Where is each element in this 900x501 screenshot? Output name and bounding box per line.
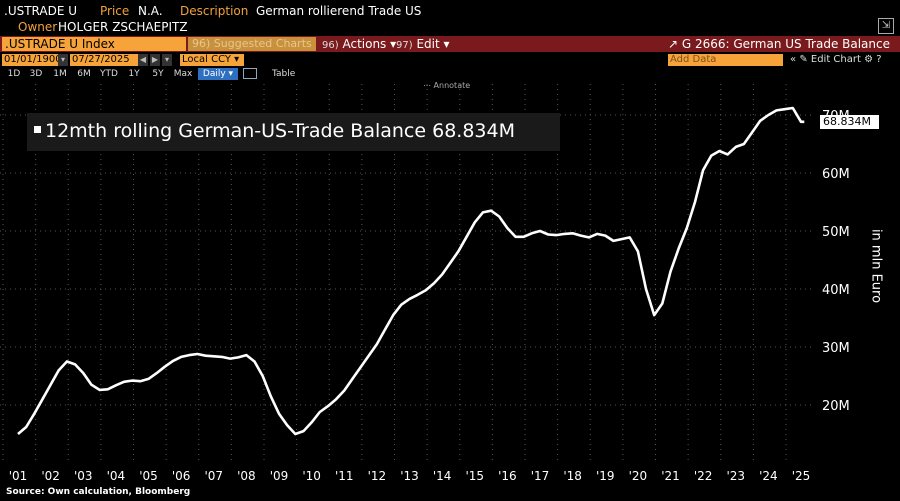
x-tick-label: '09 [270,469,289,483]
period-1m-button[interactable]: 1M [53,69,67,79]
chevron-down-icon: ▾ [390,37,397,51]
period-1d-button[interactable]: 1D [7,69,21,79]
chart-name-label: G 2666: German US Trade Balance [681,37,890,51]
x-tick-label: '11 [335,469,354,483]
y-axis-title: in mln Euro [868,228,884,304]
x-tick-label: '24 [759,469,778,483]
pencil-icon[interactable]: ✎ [799,54,808,65]
description-value: German rollierend Trade US [256,4,422,18]
x-axis: '01 '02 '03 '04 '05 '06 '07 '08 '09 '10 '11 '12 '13 '… [9,469,811,483]
x-tick-label: '02 [41,469,60,483]
chart-tools: « ✎ Edit Chart ⚙ ? [790,53,882,67]
next-button[interactable]: ▶ [150,54,160,66]
collapse-icon[interactable]: « [790,54,797,65]
y-tick-label: 20M [822,399,850,414]
description-label: Description [180,4,249,18]
prev-button[interactable]: ◀ [138,54,148,66]
owner-value: HOLGER ZSCHAEPITZ [58,20,188,34]
x-tick-label: '20 [629,469,648,483]
security-input[interactable]: .USTRADE U Index [2,37,186,51]
currency-select[interactable]: Local CCY ▾ [180,54,244,66]
price-label: Price [100,4,130,18]
table-button[interactable]: Table [272,69,296,79]
frequency-value: Daily [202,69,226,79]
actions-number: 96) [322,40,339,51]
x-tick-label: '18 [563,469,582,483]
x-tick-label: '13 [400,469,419,483]
x-tick-label: '08 [237,469,256,483]
x-tick-label: '19 [596,469,615,483]
add-data-input[interactable]: Add Data [668,54,783,66]
chart-name: ↗ G 2666: German US Trade Balance [668,36,890,52]
start-date-input[interactable]: 01/01/1900 [2,54,62,66]
date-range-bar: 01/01/1900 ▾ 07/27/2025 ◀ ▶ ▾ Local CCY … [0,53,900,67]
source-footer: Source: Own calculation, Bloomberg [6,487,191,497]
y-tick-label: 30M [822,341,850,356]
period-3d-button[interactable]: 3D [29,69,43,79]
last-value-label: 68.834M [820,115,879,129]
toolbar: .USTRADE U Index 96) Suggested Charts ▾ … [0,36,900,64]
legend-text: 12mth rolling German-US-Trade Balance 68… [45,117,515,145]
suggested-charts-number: 96) [192,37,211,50]
popout-icon[interactable]: ⇲ [878,18,894,34]
x-tick-label: '07 [204,469,223,483]
gear-icon[interactable]: ⚙ [864,54,874,65]
x-tick-label: '03 [74,469,93,483]
chevron-down-icon: ▾ [443,37,450,51]
y-tick-label: 60M [822,167,850,182]
x-tick-label: '05 [139,469,158,483]
line-chart-icon[interactable] [243,68,257,79]
start-date-dropdown[interactable]: ▾ [58,54,68,66]
price-value: N.A. [138,4,163,18]
security-header: .USTRADE U Price N.A. Description German… [0,0,900,36]
calendar-dropdown[interactable]: ▾ [162,54,172,66]
chart-legend: 12mth rolling German-US-Trade Balance 68… [27,113,560,151]
x-tick-label: '04 [107,469,126,483]
legend-value: 68.834M [432,120,515,142]
more-icon: ⋯ [423,81,431,90]
period-6m-button[interactable]: 6M [77,69,91,79]
period-ytd-button[interactable]: YTD [100,69,118,79]
x-tick-label: '16 [498,469,517,483]
legend-label: 12mth rolling German-US-Trade Balance [45,120,427,142]
x-tick-label: '22 [694,469,713,483]
x-tick-label: '12 [368,469,387,483]
external-link-icon[interactable]: ↗ [667,37,679,51]
x-tick-label: '14 [433,469,452,483]
edit-number: 97) [396,40,413,51]
y-axis: 20M30M40M50M60M70M [822,109,850,414]
x-tick-label: '17 [531,469,550,483]
x-tick-label: '01 [9,469,28,483]
period-bar: 1D 3D 1M 6M YTD 1Y 5Y Max Daily ▾ Table [0,67,900,80]
x-tick-label: '06 [172,469,191,483]
actions-label: Actions [342,37,387,51]
ticker-label: .USTRADE U [4,4,78,18]
x-tick-label: '10 [302,469,321,483]
frequency-select[interactable]: Daily ▾ [198,68,238,80]
y-tick-label: 50M [822,225,850,240]
legend-marker [34,126,41,133]
y-tick-label: 40M [822,283,850,298]
x-tick-label: '25 [792,469,811,483]
currency-value: Local CCY [182,54,231,65]
owner-label: Owner [18,20,58,34]
annotate-label: Annotate [433,81,471,90]
series-line [17,106,805,436]
edit-chart-label[interactable]: Edit Chart [810,54,861,65]
suggested-charts-label: Suggested Charts [213,37,312,50]
actions-menu[interactable]: 96) Actions ▾ [322,36,396,52]
period-max-button[interactable]: Max [173,69,193,79]
period-1y-button[interactable]: 1Y [128,69,140,79]
x-tick-label: '21 [661,469,680,483]
annotate-handle[interactable]: ⋯ Annotate [423,81,470,90]
edit-menu[interactable]: 97) Edit ▾ [396,36,450,52]
x-tick-label: '15 [465,469,484,483]
end-date-input[interactable]: 07/27/2025 [70,54,140,66]
edit-label: Edit [416,37,440,51]
period-5y-button[interactable]: 5Y [152,69,164,79]
x-tick-label: '23 [726,469,745,483]
help-icon[interactable]: ? [876,54,882,65]
chart-grid [0,84,815,462]
